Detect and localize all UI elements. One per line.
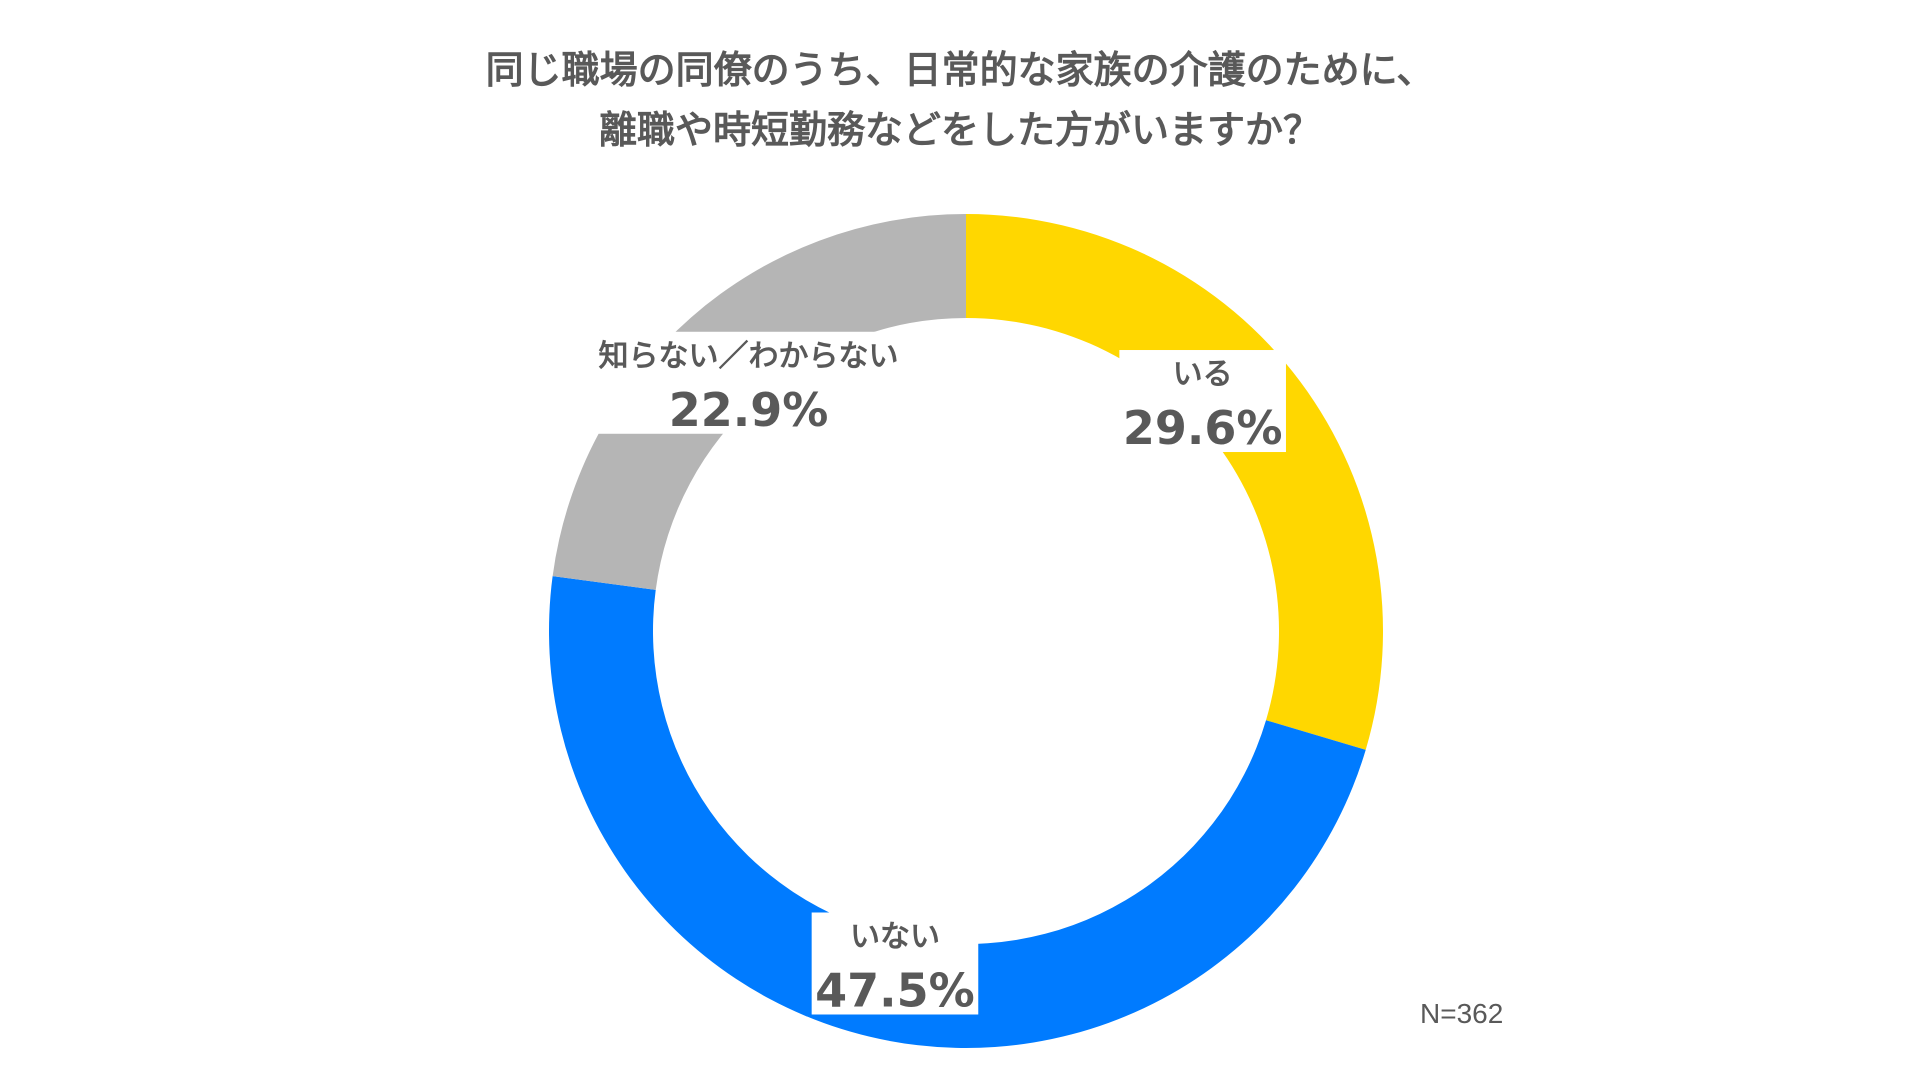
slice-labels: いる 29.6% いない 47.5% 知らない／わからない 22.9% <box>586 331 1286 1017</box>
slice-label-background-1 <box>1119 350 1286 453</box>
chart-title-line-2: 離職や時短勤務などをした方がいますか？ <box>598 108 1321 152</box>
donut-slice-1 <box>966 214 1384 750</box>
donut-slices <box>548 214 1384 1049</box>
donut-slice-3 <box>552 214 966 590</box>
sample-size-note: N=362 <box>1420 998 1504 1029</box>
slice-category-label-3: 知らない／わからない <box>599 339 899 374</box>
slice-value-label-3: 22.9% <box>669 383 829 437</box>
slice-category-label-2: いない <box>850 919 940 954</box>
chart-title-line-1: 同じ職場の同僚のうち、日常的な家族の介護のために、 <box>485 48 1435 92</box>
donut-slice-2 <box>548 576 1366 1049</box>
slice-value-label-1: 29.6% <box>1123 401 1283 455</box>
slice-label-background-2 <box>811 912 979 1015</box>
slice-label-background-3 <box>586 331 911 434</box>
slice-category-label-1: いる <box>1173 357 1233 392</box>
slice-value-label-2: 47.5% <box>815 963 975 1017</box>
